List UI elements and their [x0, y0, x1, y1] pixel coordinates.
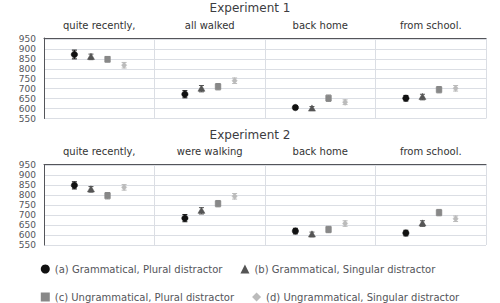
svg-text:850: 850 — [19, 180, 36, 190]
svg-text:900: 900 — [19, 170, 36, 180]
svg-text:700: 700 — [19, 210, 36, 220]
svg-text:900: 900 — [19, 44, 36, 54]
svg-text:950: 950 — [19, 160, 36, 170]
svg-text:800: 800 — [19, 190, 36, 200]
svg-text:(b) Grammatical, Singular dist: (b) Grammatical, Singular distractor — [254, 264, 436, 275]
svg-text:650: 650 — [19, 220, 36, 230]
svg-text:from school.: from school. — [400, 20, 462, 31]
svg-text:Experiment 2: Experiment 2 — [210, 128, 291, 142]
svg-text:750: 750 — [19, 74, 36, 84]
svg-text:back home: back home — [293, 20, 348, 31]
svg-text:all walked: all walked — [185, 20, 235, 31]
svg-text:(c) Ungrammatical, Plural dist: (c) Ungrammatical, Plural distractor — [55, 292, 235, 303]
svg-text:quite recently,: quite recently, — [63, 20, 136, 31]
svg-text:600: 600 — [19, 104, 36, 114]
svg-text:700: 700 — [19, 84, 36, 94]
svg-text:650: 650 — [19, 94, 36, 104]
svg-text:600: 600 — [19, 230, 36, 240]
svg-text:from school.: from school. — [400, 146, 462, 157]
svg-text:were walking: were walking — [177, 146, 243, 157]
svg-text:back home: back home — [293, 146, 348, 157]
svg-text:quite recently,: quite recently, — [63, 146, 136, 157]
svg-text:550: 550 — [19, 114, 36, 124]
svg-text:800: 800 — [19, 64, 36, 74]
svg-text:850: 850 — [19, 54, 36, 64]
svg-text:Experiment 1: Experiment 1 — [210, 1, 291, 15]
svg-text:750: 750 — [19, 200, 36, 210]
svg-text:(a) Grammatical, Plural distra: (a) Grammatical, Plural distractor — [55, 264, 224, 275]
svg-text:550: 550 — [19, 240, 36, 250]
svg-text:(d) Ungrammatical, Singular di: (d) Ungrammatical, Singular distractor — [266, 292, 460, 303]
svg-text:950: 950 — [19, 34, 36, 44]
